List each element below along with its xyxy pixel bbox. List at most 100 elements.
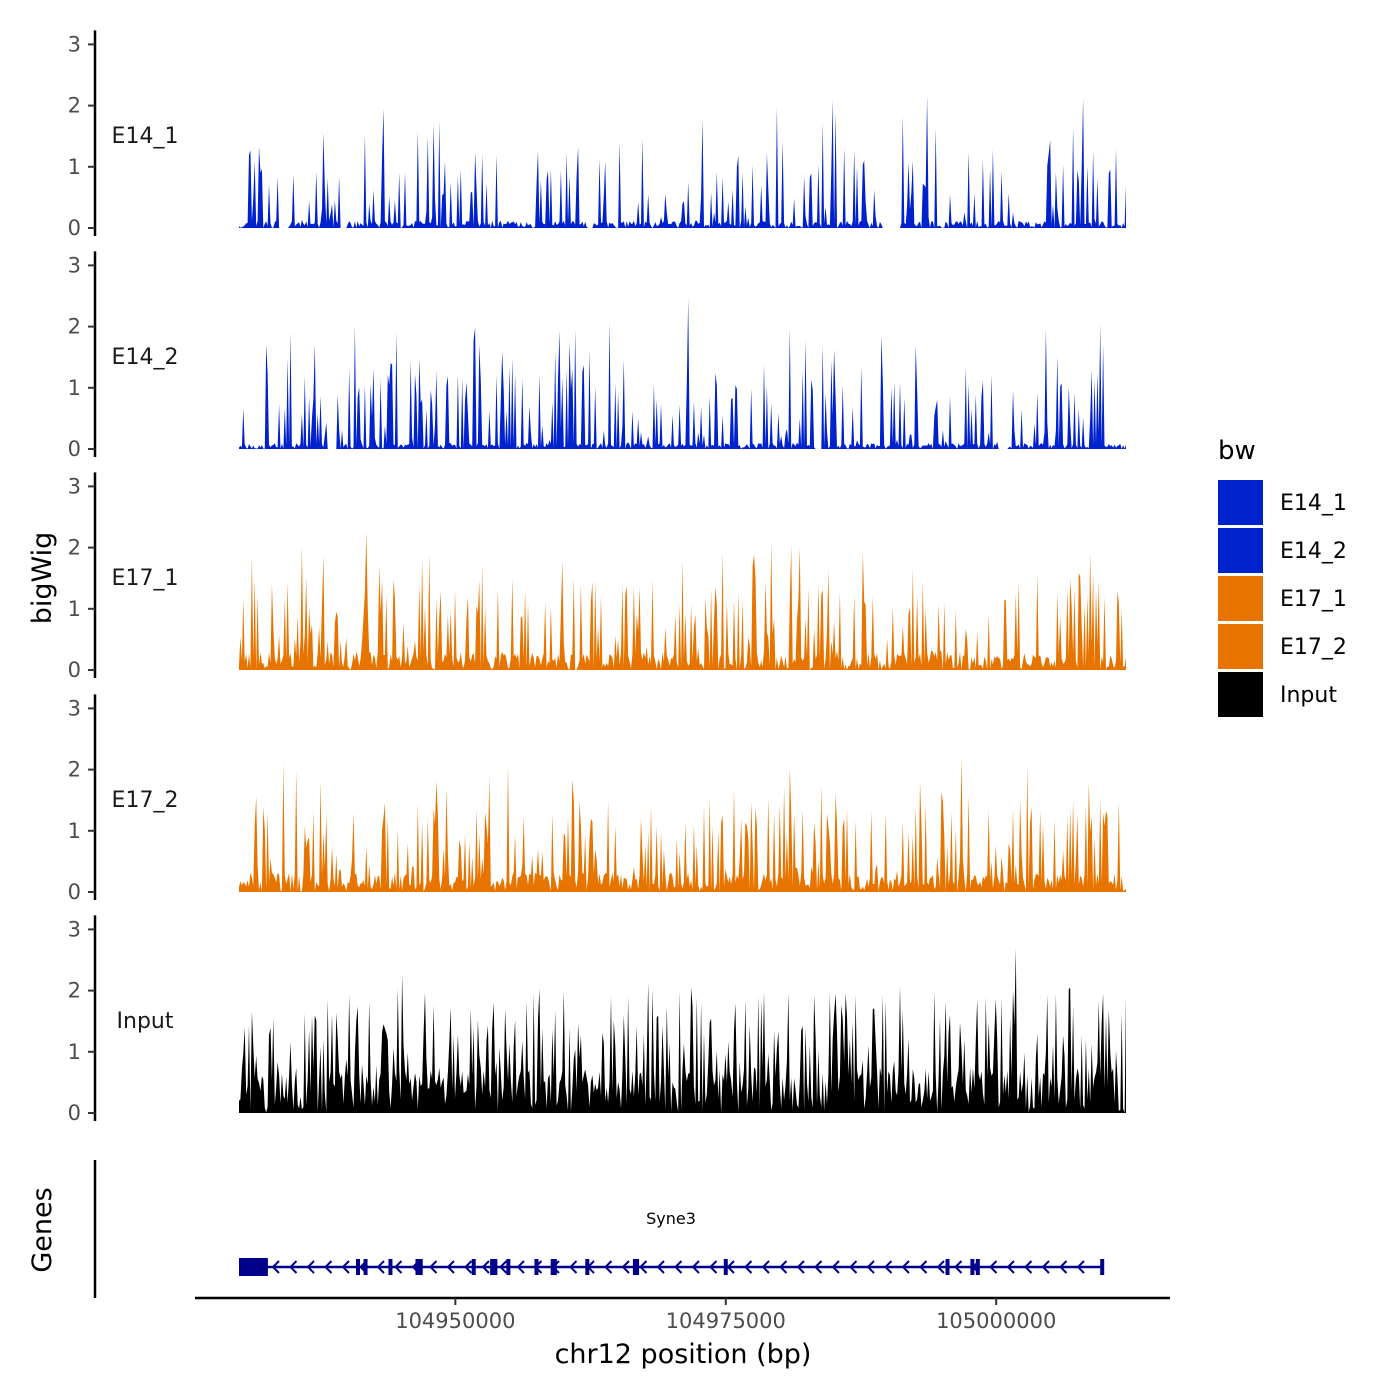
strand-arrow [324,1260,333,1274]
exon [970,1259,975,1275]
legend-swatch [1218,528,1263,573]
y-tick-label: 1 [68,597,81,621]
strand-arrow [446,1260,455,1274]
y-tick-label: 0 [68,1101,81,1125]
strand-arrow [621,1260,630,1274]
strand-arrow [866,1260,875,1274]
strand-arrow [814,1260,823,1274]
strand-arrow [989,1260,998,1274]
strand-arrow [604,1260,613,1274]
track-e17-1: 0 1 2 3 E17_1 [68,472,1126,682]
strand-arrow [1024,1260,1033,1274]
legend-label: E14_2 [1280,539,1347,564]
strand-arrow [849,1260,858,1274]
legend-label: E14_1 [1280,491,1347,516]
track-e14-2: 0 1 2 3 E14_2 [68,251,1126,461]
x-tick-label: 104975000 [666,1309,786,1333]
strand-arrow [464,1260,473,1274]
track-label: E14_1 [112,124,179,149]
legend-label: E17_2 [1280,635,1347,660]
y-tick-label: 0 [68,658,81,682]
strand-arrow [919,1260,928,1274]
exon [418,1259,423,1275]
strand-arrow [674,1260,683,1274]
track-label: E17_1 [112,566,179,591]
y-tick-label: 1 [68,819,81,843]
strand-arrow [656,1260,665,1274]
exon [490,1259,495,1275]
exon [723,1259,728,1275]
legend-title: bw [1218,436,1256,466]
legend-label: Input [1280,683,1337,708]
strand-arrow [831,1260,840,1274]
signal-tracks: 0 1 2 3 E14_1 0 1 2 3 E14_2 0 1 2 3 E17_1 0 1 2 3 E17_2 0 1 2 3… [68,30,1126,1125]
strand-arrow [394,1260,403,1274]
strand-arrow [744,1260,753,1274]
exon [363,1259,368,1275]
exon [415,1259,420,1275]
y-tick-label: 2 [68,536,81,560]
y-tick-label: 3 [68,32,81,56]
strand-arrow [481,1260,490,1274]
strand-arrow [516,1260,525,1274]
strand-arrow [306,1260,315,1274]
exon [975,1259,980,1275]
y-tick-label: 1 [68,155,81,179]
legend: bw E14_1 E14_2 E17_1 E17_2 Input [1218,436,1347,717]
track-label: Input [117,1009,174,1034]
signal-area [239,756,1126,892]
strand-arrow [761,1260,770,1274]
strand-arrow [376,1260,385,1274]
x-tick-label: 105000000 [936,1309,1056,1333]
strand-arrow [936,1260,945,1274]
genes-axis-title: Genes [27,1187,58,1272]
exon [585,1259,590,1275]
strand-arrow [954,1260,963,1274]
legend-swatch [1218,672,1263,717]
strand-arrow [639,1260,648,1274]
track-e17-2: 0 1 2 3 E17_2 [68,694,1126,904]
y-tick-label: 3 [68,696,81,720]
strand-arrow [1006,1260,1015,1274]
y-tick-label: 0 [68,437,81,461]
exon [534,1259,539,1275]
y-tick-label: 1 [68,376,81,400]
strand-arrow [1059,1260,1068,1274]
exon [635,1259,640,1275]
exon [493,1259,498,1275]
strand-arrow [289,1260,298,1274]
signal-area [239,298,1126,449]
x-axis: 104950000 104975000 105000000 [195,1296,1170,1333]
strand-arrow [1076,1260,1085,1274]
x-tick-label: 104950000 [395,1309,515,1333]
y-tick-label: 0 [68,216,81,240]
x-axis-title: chr12 position (bp) [555,1339,812,1370]
y-tick-label: 2 [68,94,81,118]
strand-arrow [709,1260,718,1274]
legend-label: E17_1 [1280,587,1347,612]
strand-arrow [901,1260,910,1274]
exon [550,1259,555,1275]
y-tick-label: 3 [68,917,81,941]
strand-arrow [499,1260,508,1274]
legend-swatch [1218,480,1263,525]
y-axis-title: bigWig [27,532,58,625]
legend-swatch [1218,624,1263,669]
strand-arrow [726,1260,735,1274]
strand-arrow [796,1260,805,1274]
exon [471,1259,476,1275]
gene-name: Syne3 [646,1209,696,1228]
strand-arrow [341,1260,350,1274]
exon [632,1259,637,1275]
y-tick-label: 2 [68,979,81,1003]
exon [355,1259,360,1275]
strand-arrow [569,1260,578,1274]
y-tick-label: 2 [68,758,81,782]
signal-area [239,95,1126,229]
track-input: 0 1 2 3 Input [68,915,1126,1125]
gene-track: Syne3 [93,1160,1105,1298]
track-label: E14_2 [112,345,179,370]
track-label: E17_2 [112,788,179,813]
y-tick-label: 2 [68,315,81,339]
exon [945,1259,950,1275]
